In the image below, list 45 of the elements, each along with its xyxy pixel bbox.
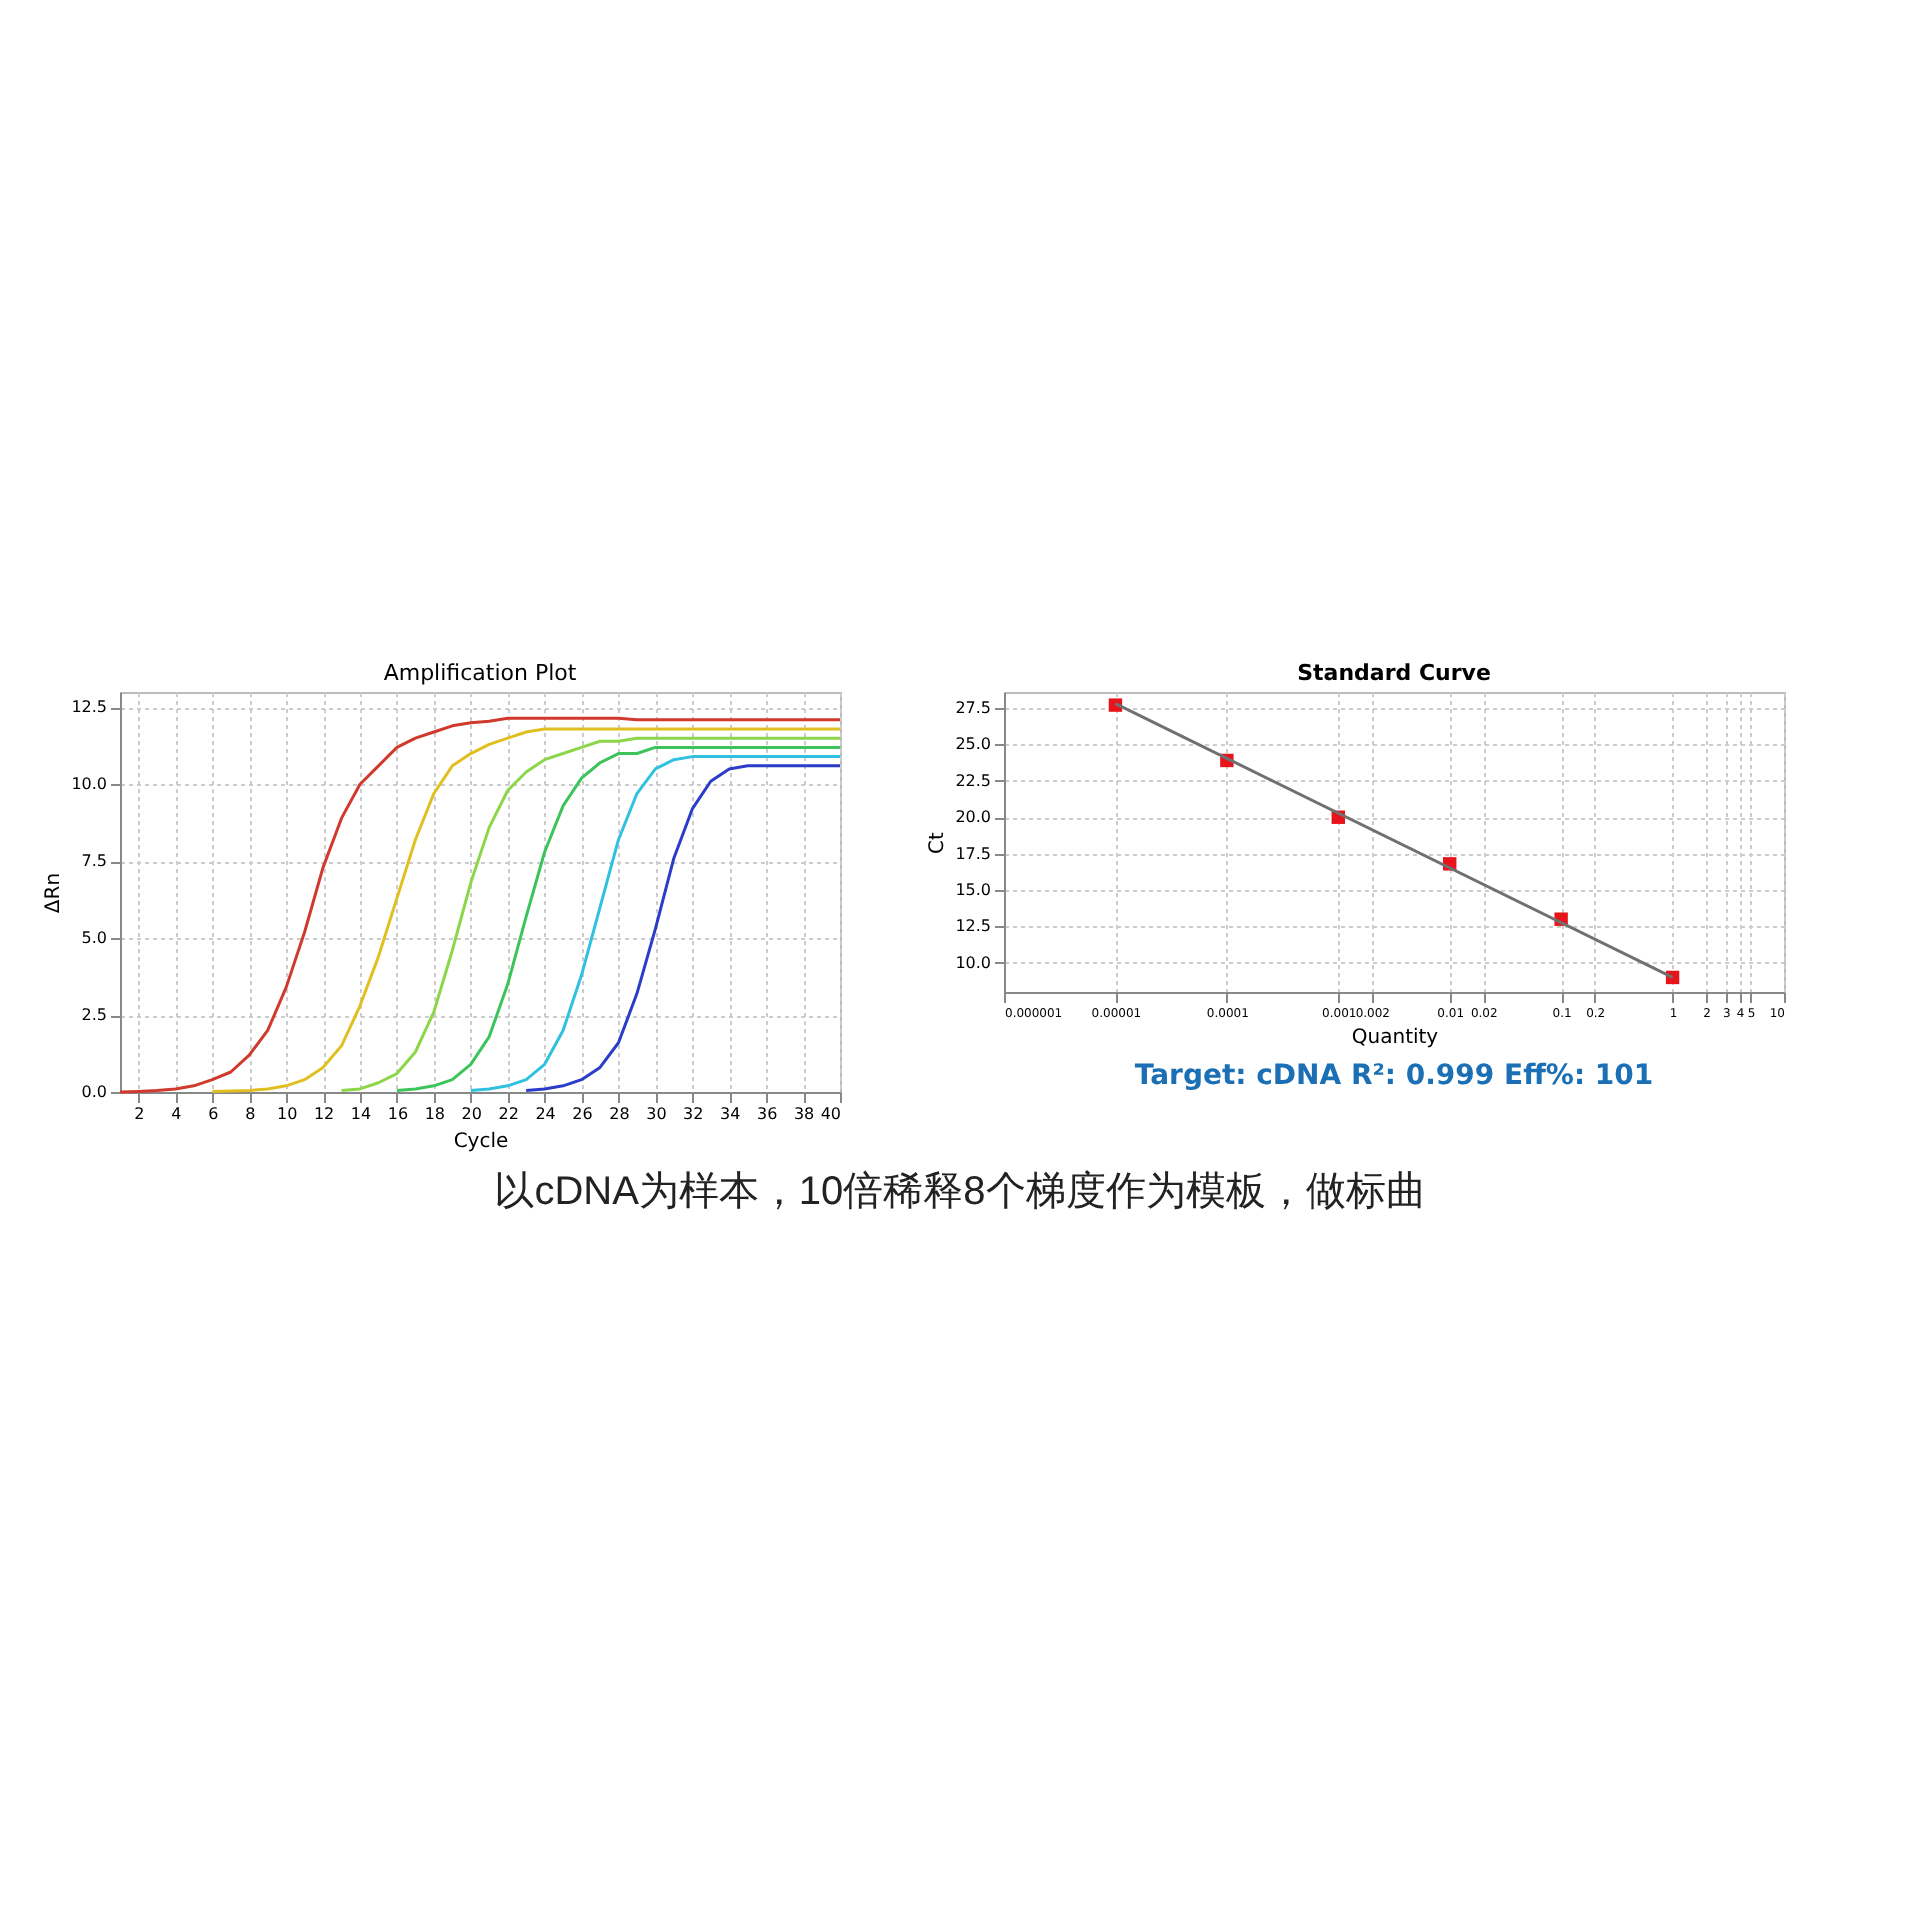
x-tick-label: 22 <box>498 1105 519 1123</box>
y-tick-label: 2.5 <box>81 1006 107 1025</box>
text: Target: cDNA R²: 0.999 Eff%: 101 <box>1134 1060 1654 1092</box>
x-axis-title: Quantity <box>1351 1027 1439 1049</box>
text: 以cDNA为样本，10倍稀释8个梯度作为模板，做标曲 <box>494 1170 1426 1214</box>
x-tick-label: 20 <box>461 1105 482 1123</box>
y-tick-label: 0.0 <box>81 1083 107 1101</box>
line-series <box>210 727 842 1093</box>
x-tick-label: 26 <box>572 1105 593 1123</box>
y-tick-label: 25.0 <box>955 735 991 754</box>
chart-title: Amplification Plot <box>383 660 578 686</box>
chart-title: Standard Curve <box>1297 660 1491 686</box>
y-tick-label: 22.5 <box>955 771 991 790</box>
x-tick-label: 36 <box>756 1105 778 1123</box>
y-tick-label: 7.5 <box>81 852 107 871</box>
x-tick-label: 34 <box>720 1105 741 1123</box>
x-tick-label: 28 <box>609 1105 630 1123</box>
y-tick-label: 17.5 <box>955 844 991 863</box>
y-tick-label: 27.5 <box>955 699 991 718</box>
x-tick-label: 8 <box>245 1105 256 1123</box>
y-tick-label: 5.0 <box>81 929 107 948</box>
y-tick-label: 10.0 <box>71 775 107 794</box>
x-tick-label: 4 <box>171 1105 182 1123</box>
x-tick-label: 16 <box>387 1105 409 1123</box>
x-tick-label: 2 <box>134 1105 145 1123</box>
x-tick-label: 14 <box>350 1105 372 1123</box>
y-axis-title: ΔRn <box>43 872 66 914</box>
y-tick-label: 15.0 <box>955 881 991 900</box>
x-tick-label: 30 <box>646 1105 667 1123</box>
y-tick-label: 12.5 <box>955 917 991 936</box>
x-tick-label: 6 <box>208 1105 219 1123</box>
y-axis-title: Ct <box>927 831 950 854</box>
y-tick-label: 10.0 <box>955 953 991 972</box>
x-tick-label: 10 <box>276 1105 298 1123</box>
line-series <box>524 764 842 1092</box>
y-tick-label: 12.5 <box>71 698 107 717</box>
x-tick-label: 18 <box>424 1105 446 1123</box>
x-axis-title: Cycle <box>453 1131 509 1153</box>
x-tick-label: 24 <box>535 1105 556 1123</box>
x-tick-label: 32 <box>683 1105 704 1123</box>
x-tick-label: 38 <box>793 1105 815 1123</box>
x-tick-label: 12 <box>313 1105 335 1123</box>
x-tick-label: 40 <box>820 1105 841 1123</box>
line-series <box>469 755 842 1092</box>
y-tick-label: 20.0 <box>955 808 991 827</box>
